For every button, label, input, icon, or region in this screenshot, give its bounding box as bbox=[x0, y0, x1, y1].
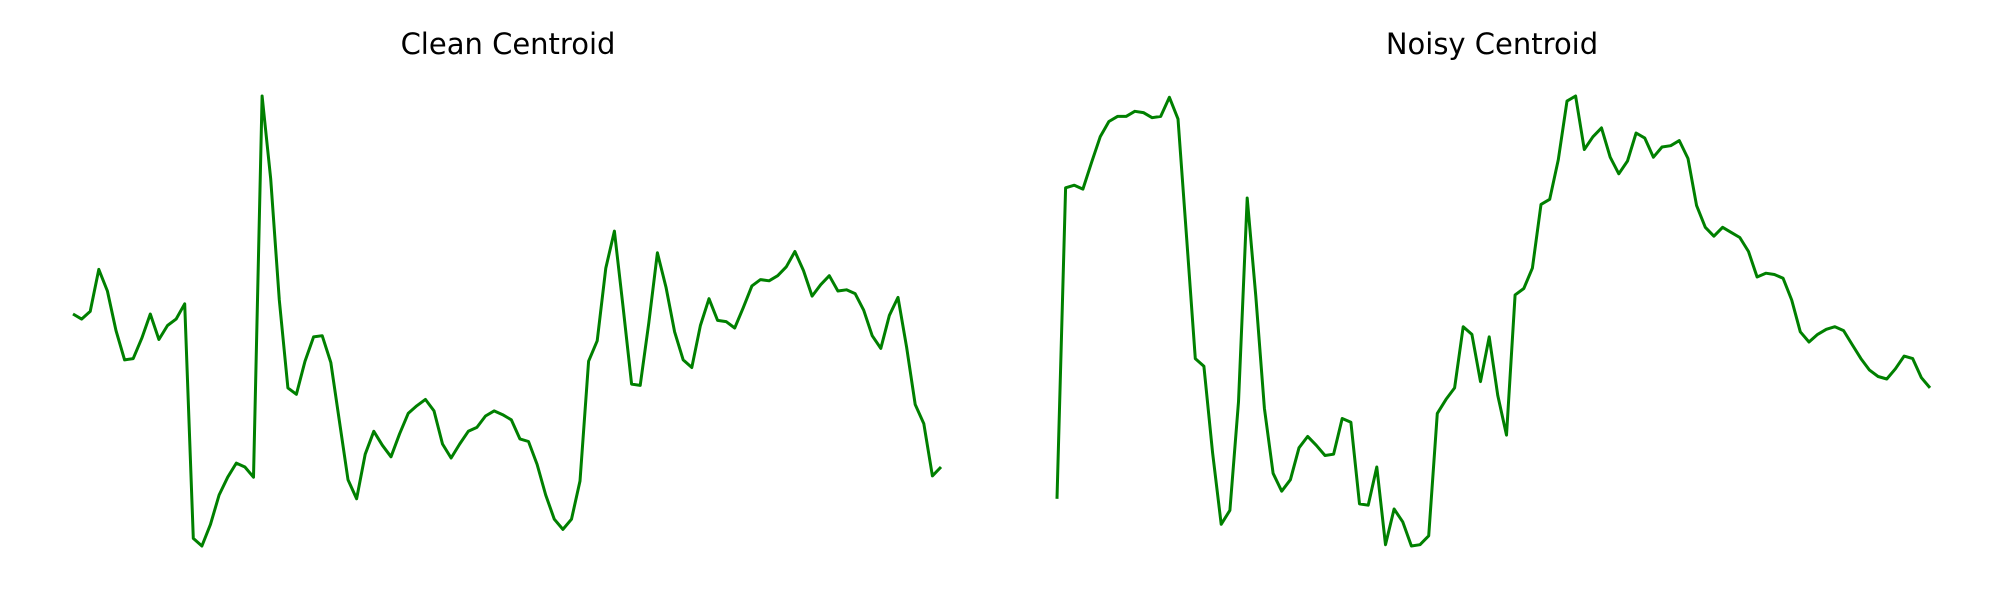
chart-title: Clean Centroid bbox=[401, 27, 616, 61]
chart-title: Noisy Centroid bbox=[1386, 27, 1598, 61]
line bbox=[1055, 94, 1932, 548]
line bbox=[72, 94, 943, 548]
